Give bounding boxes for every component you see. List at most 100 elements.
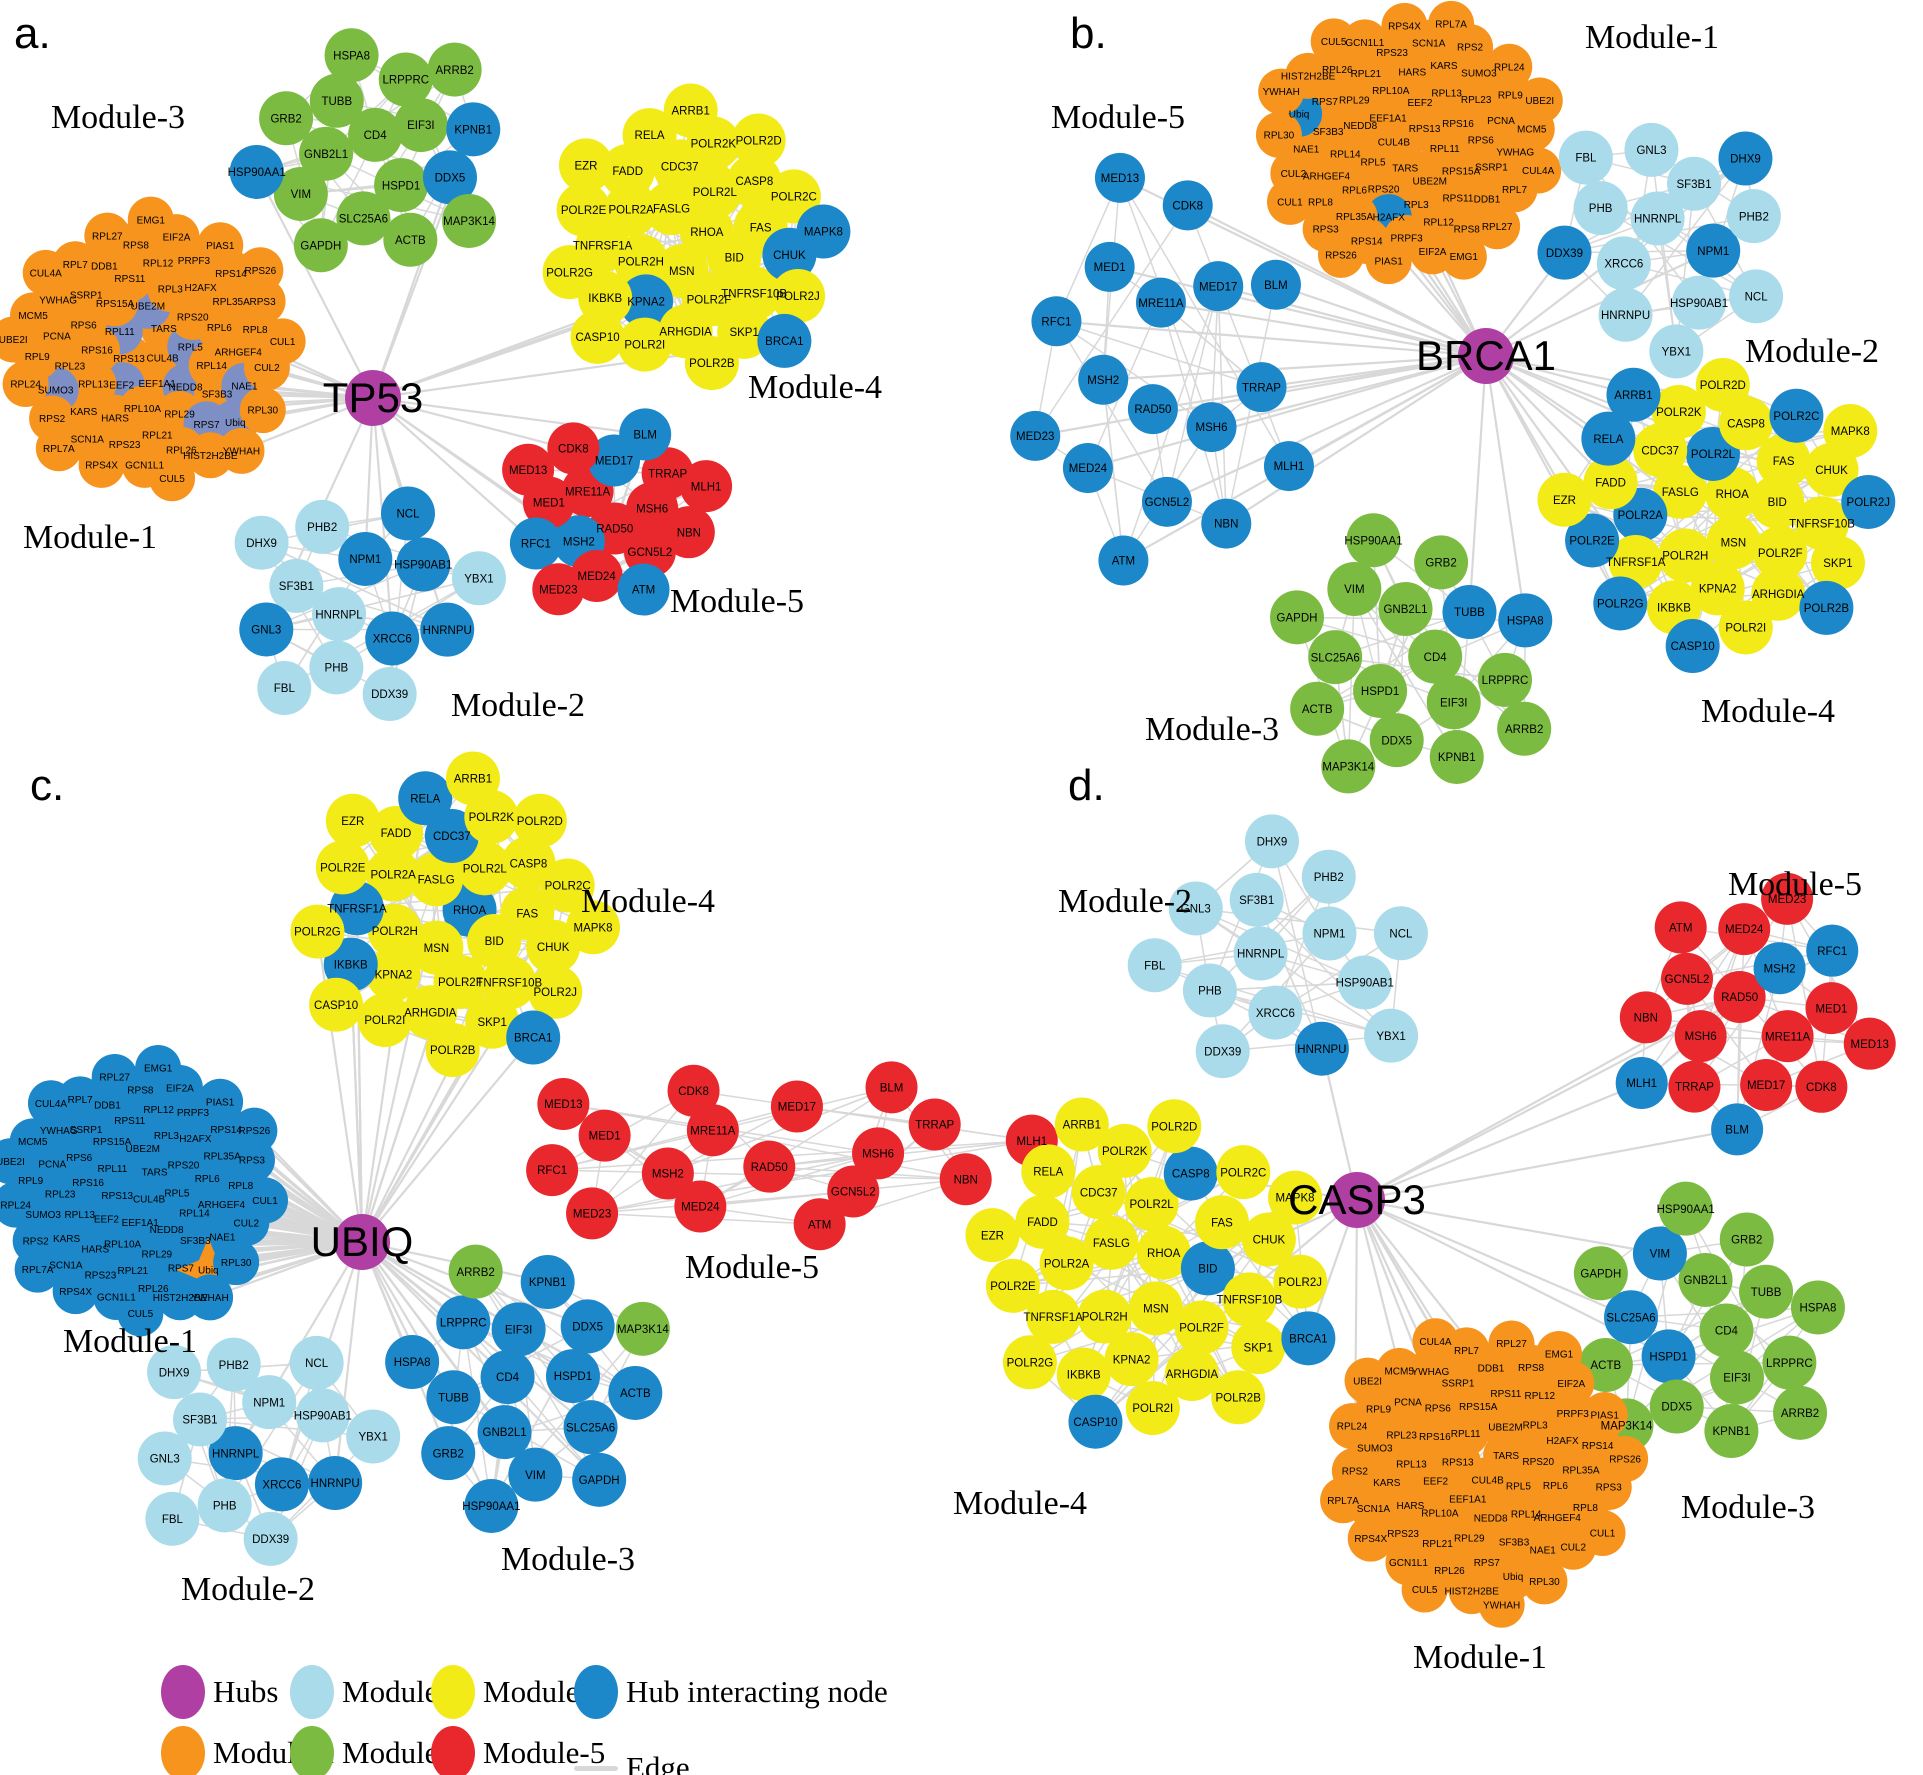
- node-CUL4A[interactable]: [1515, 147, 1562, 194]
- node-RPL27[interactable]: [1474, 203, 1521, 250]
- node-GNB2L1[interactable]: [1678, 1252, 1733, 1307]
- node-UBE2I[interactable]: [1344, 1357, 1391, 1404]
- node-MED24[interactable]: [1062, 443, 1113, 494]
- node-DDX39[interactable]: [243, 1511, 298, 1566]
- node-POLR2H[interactable]: [1658, 528, 1713, 583]
- node-FAS[interactable]: [1756, 433, 1811, 488]
- node-KPNA2[interactable]: [1690, 561, 1745, 616]
- node-CUL1[interactable]: [259, 318, 306, 365]
- node-NCL[interactable]: [380, 486, 435, 541]
- node-RHOA[interactable]: [1136, 1225, 1191, 1280]
- node-MED1[interactable]: [578, 1109, 631, 1162]
- node-HSPD1[interactable]: [374, 158, 429, 213]
- node-POLR2I[interactable]: [1125, 1381, 1180, 1436]
- node-DDX39[interactable]: [1195, 1024, 1250, 1079]
- node-EZR[interactable]: [558, 138, 613, 193]
- node-RPL30[interactable]: [1255, 111, 1302, 158]
- node-TNFRSF10B[interactable]: [1222, 1272, 1277, 1327]
- node-YBX1[interactable]: [1364, 1008, 1419, 1063]
- node-CUL1[interactable]: [1266, 178, 1313, 225]
- node-NPM1[interactable]: [1302, 906, 1357, 961]
- node-CUL1[interactable]: [242, 1177, 289, 1224]
- node-MED23[interactable]: [1010, 410, 1061, 461]
- node-CUL5[interactable]: [117, 1290, 164, 1337]
- node-DDX5[interactable]: [1649, 1379, 1704, 1434]
- node-NPM1[interactable]: [338, 531, 393, 586]
- node-BRCA1[interactable]: [1281, 1311, 1336, 1366]
- node-GRB2[interactable]: [1719, 1212, 1774, 1267]
- node-NCL[interactable]: [289, 1335, 344, 1390]
- node-CASP10[interactable]: [1665, 619, 1720, 674]
- node-PHB2[interactable]: [206, 1337, 261, 1392]
- node-ARHGDIA[interactable]: [1751, 566, 1806, 621]
- node-RPL24[interactable]: [1329, 1403, 1376, 1450]
- node-POLR2B[interactable]: [1211, 1370, 1266, 1425]
- node-GRB2[interactable]: [1414, 535, 1469, 590]
- node-CUL4A[interactable]: [27, 1080, 74, 1127]
- node-MAPK8[interactable]: [1268, 1170, 1323, 1225]
- node-POLR2D[interactable]: [731, 113, 786, 168]
- node-MSH6[interactable]: [852, 1127, 905, 1180]
- node-HSPD1[interactable]: [1641, 1329, 1696, 1384]
- node-TUBB[interactable]: [1442, 585, 1497, 640]
- node-SKP1[interactable]: [465, 994, 520, 1049]
- hub-BRCA1[interactable]: [1458, 328, 1514, 384]
- node-LRPPRC[interactable]: [1478, 652, 1533, 707]
- node-ARRB2[interactable]: [448, 1244, 503, 1299]
- node-POLR2D[interactable]: [1147, 1099, 1202, 1154]
- node-POLR2G[interactable]: [542, 245, 597, 300]
- node-FASLG[interactable]: [1084, 1215, 1139, 1270]
- node-POLR2A[interactable]: [1039, 1236, 1094, 1291]
- node-CDK8[interactable]: [667, 1064, 720, 1117]
- node-MRE11A[interactable]: [1761, 1010, 1814, 1063]
- node-MRE11A[interactable]: [1135, 277, 1186, 328]
- node-CHUK[interactable]: [1241, 1212, 1296, 1267]
- node-ATM[interactable]: [1654, 901, 1707, 954]
- node-POLR2B[interactable]: [1799, 580, 1854, 635]
- node-FAS[interactable]: [1194, 1195, 1249, 1250]
- node-DHX9[interactable]: [1244, 814, 1299, 869]
- node-FASLG[interactable]: [409, 852, 464, 907]
- node-POLR2J[interactable]: [1841, 474, 1896, 529]
- node-MED23[interactable]: [1761, 872, 1814, 925]
- node-HNRNPL[interactable]: [1233, 926, 1288, 981]
- node-NPM1[interactable]: [242, 1375, 297, 1430]
- node-XRCC6[interactable]: [254, 1457, 309, 1512]
- node-RPS26[interactable]: [1317, 231, 1364, 278]
- node-RELA[interactable]: [1021, 1144, 1076, 1199]
- node-RELA[interactable]: [1581, 411, 1636, 466]
- node-EMG1[interactable]: [127, 196, 174, 243]
- node-NBN[interactable]: [662, 506, 715, 559]
- node-VIM[interactable]: [273, 166, 328, 221]
- node-RFC1[interactable]: [509, 517, 562, 570]
- node-ARHGDIA[interactable]: [1164, 1347, 1219, 1402]
- node-RAD50[interactable]: [1713, 970, 1766, 1023]
- node-PHB2[interactable]: [295, 499, 350, 554]
- node-HSP90AB1[interactable]: [295, 1388, 350, 1443]
- node-RPS4X[interactable]: [52, 1268, 99, 1315]
- node-RFC1[interactable]: [526, 1144, 579, 1197]
- node-POLR2I[interactable]: [357, 993, 412, 1048]
- node-EMG1[interactable]: [1536, 1330, 1583, 1377]
- node-DDX39[interactable]: [1537, 225, 1592, 280]
- node-SKP1[interactable]: [1810, 535, 1865, 590]
- node-RPS26[interactable]: [231, 1107, 278, 1154]
- node-VIM[interactable]: [1632, 1226, 1687, 1281]
- node-MRE11A[interactable]: [686, 1104, 739, 1157]
- node-HSP90AA1[interactable]: [1658, 1181, 1713, 1236]
- node-CASP8[interactable]: [1163, 1146, 1218, 1201]
- node-NPM1[interactable]: [1686, 223, 1741, 278]
- node-PHB[interactable]: [1182, 963, 1237, 1018]
- node-YBX1[interactable]: [346, 1409, 401, 1464]
- node-EIF3I[interactable]: [1710, 1350, 1765, 1405]
- node-HNRNPL[interactable]: [1630, 191, 1685, 246]
- node-POLR2E[interactable]: [1565, 513, 1620, 568]
- node-HSP90AA1[interactable]: [1346, 513, 1401, 568]
- node-SF3B1[interactable]: [269, 558, 324, 613]
- node-SLC25A6[interactable]: [336, 191, 391, 246]
- node-KPNB1[interactable]: [446, 102, 501, 157]
- node-ATM[interactable]: [617, 563, 670, 616]
- node-POLR2D[interactable]: [512, 793, 567, 848]
- node-DHX9[interactable]: [1718, 131, 1773, 186]
- node-GNL3[interactable]: [137, 1431, 192, 1486]
